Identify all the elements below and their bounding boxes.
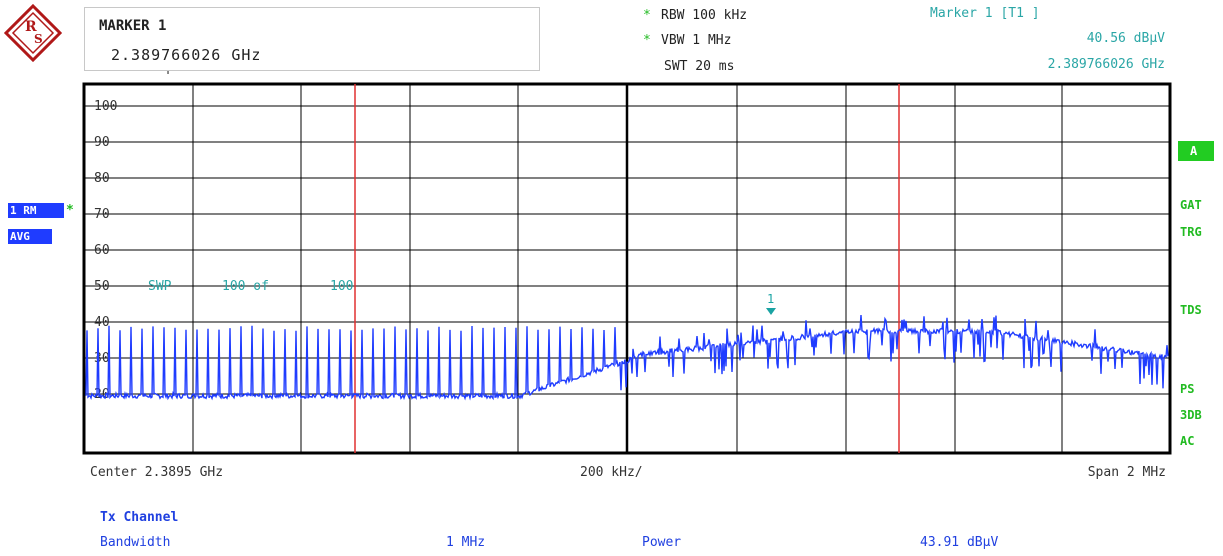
y-tick-label-30: 30: [94, 351, 110, 366]
ps-indicator: PS: [1180, 382, 1195, 396]
rbw-label: RBW 100 kHz: [661, 8, 748, 23]
trace-avg-badge[interactable]: AVG: [8, 229, 52, 244]
swt-label: SWT 20 ms: [664, 59, 735, 74]
svg-text:S: S: [34, 32, 43, 46]
y-tick-label-100: 100: [94, 99, 117, 114]
marker-1-label: 1: [767, 292, 774, 306]
gat-indicator: GAT: [1180, 198, 1202, 212]
vbw-star: *: [643, 33, 651, 48]
svg-text:R: R: [25, 19, 37, 35]
trace-a-badge[interactable]: A: [1178, 141, 1214, 161]
tx-power-label: Power: [642, 535, 682, 550]
sweep-count: 100 of: [222, 279, 269, 294]
3db-indicator: 3DB: [1180, 408, 1202, 422]
marker-frequency: 2.389766026 GHz: [111, 46, 262, 64]
ac-indicator: AC: [1180, 434, 1195, 448]
sweep-total: 100: [330, 279, 353, 294]
marker-readout-frequency: 2.389766026 GHz: [1047, 57, 1165, 72]
marker-info-box[interactable]: MARKER 1 2.389766026 GHz: [84, 7, 540, 71]
marker-1-triangle: [766, 307, 776, 315]
y-tick-label-90: 90: [94, 135, 110, 150]
y-tick-label-20: 20: [94, 387, 110, 402]
vbw-label: VBW 1 MHz: [661, 33, 732, 48]
marker-readout-level: 40.56 dBµV: [1086, 31, 1165, 46]
rohde-schwarz-logo: R S: [4, 4, 62, 62]
y-tick-label-40: 40: [94, 315, 110, 330]
tx-bandwidth-label: Bandwidth: [100, 535, 171, 550]
span-label: Span 2 MHz: [1087, 465, 1166, 480]
tx-power-value: 43.91 dBµV: [920, 535, 999, 550]
y-tick-label-70: 70: [94, 207, 110, 222]
rbw-star: *: [643, 8, 651, 23]
y-tick-label-80: 80: [94, 171, 110, 186]
tx-bandwidth-value: 1 MHz: [446, 535, 486, 550]
tx-channel-title: Tx Channel: [100, 510, 179, 525]
sweep-label: SWP: [148, 279, 172, 294]
spectrum-trace: [85, 314, 1169, 401]
marker-title: MARKER 1: [99, 18, 167, 34]
display-lines: [354, 84, 900, 453]
trace-star: *: [66, 203, 74, 218]
y-tick-label-50: 50: [94, 279, 110, 294]
center-frequency-label: Center 2.3895 GHz: [90, 465, 224, 480]
div-label: 200 kHz/: [580, 465, 643, 480]
tds-indicator: TDS: [1180, 303, 1202, 317]
plot-grid: [82, 82, 1172, 455]
trace-rm-badge[interactable]: 1 RM: [8, 203, 64, 218]
trg-indicator: TRG: [1180, 225, 1202, 239]
y-tick-label-60: 60: [94, 243, 110, 258]
marker-readout-label: Marker 1 [T1 ]: [930, 6, 1040, 21]
y-axis-ticks: 100 90 80 70 60 50 40 30 20: [94, 99, 117, 402]
